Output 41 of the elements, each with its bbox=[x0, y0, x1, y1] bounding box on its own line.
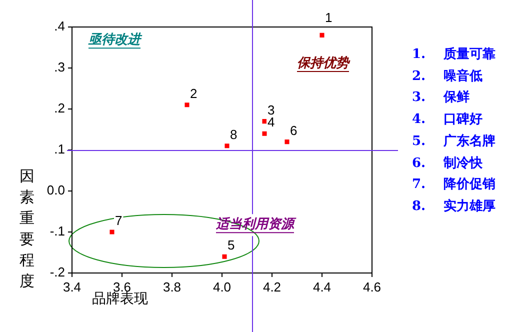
annotation: 7 bbox=[115, 213, 122, 228]
annotation: 保持优势 bbox=[297, 54, 351, 71]
point bbox=[110, 230, 114, 234]
annotation: 6 bbox=[290, 122, 298, 138]
x-tick-label: 3.8 bbox=[162, 279, 182, 294]
text: 8. 实力雄厚 bbox=[412, 198, 496, 216]
text: 2. 噪音低 bbox=[412, 68, 484, 86]
point bbox=[262, 119, 267, 124]
x-tick-label: 4.0 bbox=[212, 279, 232, 294]
text: 6. 制冷快 bbox=[412, 154, 484, 173]
y-tick-label: .2 bbox=[54, 100, 65, 116]
x-axis-title: 品牌表现 bbox=[92, 290, 148, 308]
point bbox=[320, 32, 324, 38]
x-tick-label: 4.6 bbox=[362, 279, 382, 294]
text: 1. 质量可靠 bbox=[412, 46, 496, 64]
point bbox=[184, 102, 190, 108]
annotation: 4 bbox=[268, 114, 275, 130]
text: 3. 保鲜 bbox=[412, 89, 471, 108]
y-tick-label: -.2 bbox=[50, 264, 65, 280]
y-axis-title: 因素重要程度 bbox=[18, 167, 36, 292]
x-tick-label: 4.2 bbox=[262, 279, 282, 294]
y-tick-label: -.1 bbox=[50, 224, 65, 239]
annotation: 1 bbox=[325, 10, 332, 26]
annotation: 3 bbox=[268, 102, 275, 118]
y-tick-label: .4 bbox=[54, 18, 65, 34]
annotation: 5 bbox=[228, 238, 235, 253]
annotation: 2 bbox=[190, 86, 198, 101]
text: 7. 降价促销 bbox=[412, 176, 496, 194]
point bbox=[222, 254, 227, 259]
point bbox=[224, 144, 230, 148]
annotation: 亟待改进 bbox=[88, 32, 142, 48]
y-tick-label: .3 bbox=[54, 60, 65, 75]
point bbox=[262, 131, 267, 136]
text: 5. 广东名牌 bbox=[412, 132, 496, 151]
point bbox=[284, 140, 290, 144]
x-tick-label: 3.4 bbox=[62, 279, 82, 294]
text: 4. 口碑好 bbox=[412, 111, 484, 130]
y-tick-label: .1 bbox=[54, 142, 65, 157]
x-tick-label: 4.4 bbox=[312, 279, 332, 294]
annotation: 8 bbox=[230, 126, 238, 142]
y-tick-label: 0.0 bbox=[46, 182, 65, 198]
